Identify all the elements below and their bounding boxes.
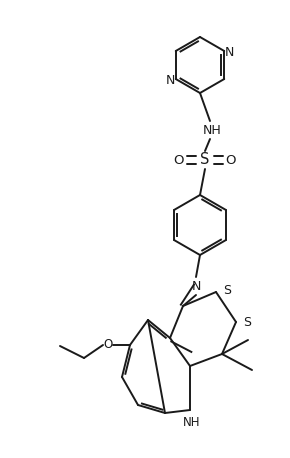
Text: N: N	[166, 73, 175, 87]
Text: S: S	[223, 284, 231, 298]
Text: NH: NH	[203, 124, 221, 136]
Text: S: S	[243, 316, 251, 329]
Text: N: N	[191, 279, 201, 293]
Text: O: O	[103, 338, 113, 351]
Text: NH: NH	[183, 415, 201, 429]
Text: S: S	[200, 153, 210, 168]
Text: O: O	[226, 153, 236, 167]
Text: O: O	[174, 153, 184, 167]
Text: N: N	[224, 45, 234, 59]
